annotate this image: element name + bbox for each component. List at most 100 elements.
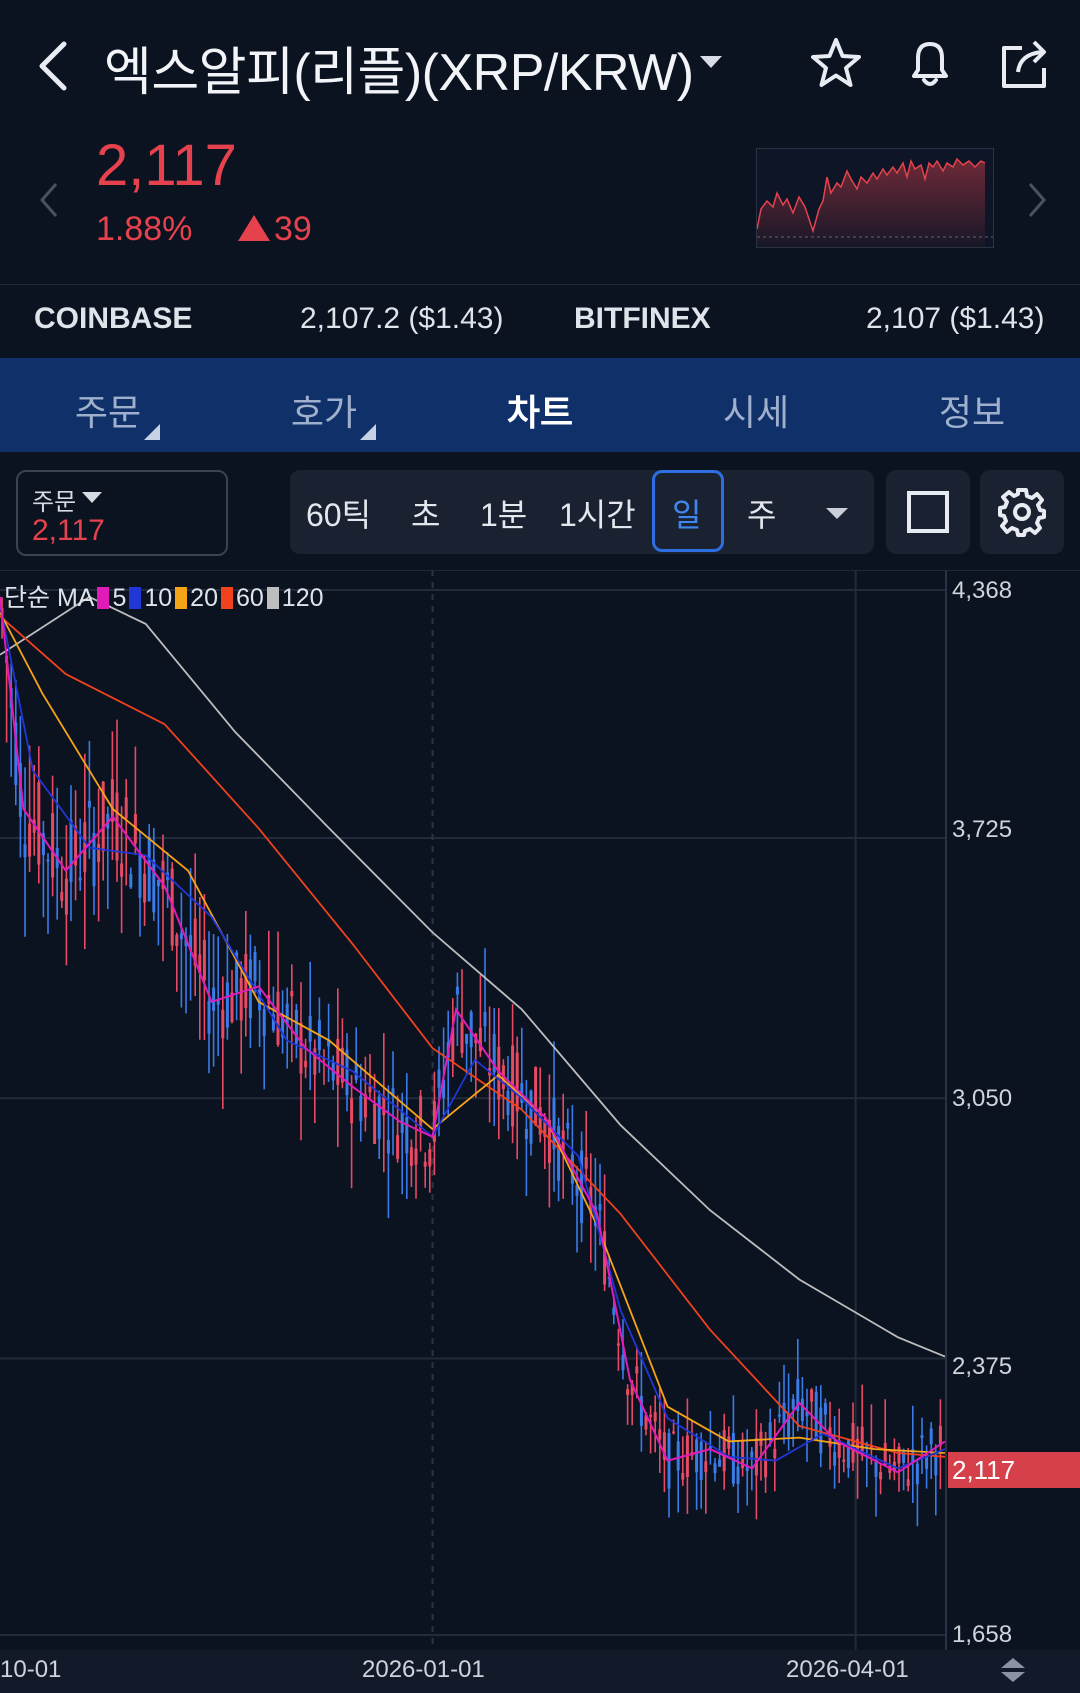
timeframe-second[interactable]: 초 bbox=[411, 497, 441, 533]
ma120-line bbox=[0, 595, 946, 1358]
chevron-left-icon bbox=[39, 41, 67, 91]
timeframe-day[interactable]: 일 bbox=[672, 497, 702, 533]
tab-orderbook[interactable]: 호가 bbox=[290, 392, 358, 433]
price-chart[interactable] bbox=[0, 570, 1080, 1693]
next-coin-button[interactable] bbox=[1022, 180, 1052, 220]
timeframe-selector bbox=[290, 470, 874, 554]
timeframe-1hour[interactable]: 1시간 bbox=[559, 497, 636, 533]
candle-body bbox=[253, 952, 257, 982]
candle-body bbox=[704, 1461, 708, 1473]
chart-settings-button[interactable] bbox=[980, 470, 1064, 554]
candle-body bbox=[791, 1398, 795, 1410]
candle-body bbox=[290, 990, 294, 997]
candle-body bbox=[110, 779, 114, 822]
ma10-swatch bbox=[129, 587, 142, 609]
alarm-button[interactable] bbox=[900, 34, 960, 94]
candle-body bbox=[350, 1098, 354, 1124]
favorite-button[interactable] bbox=[806, 34, 866, 94]
candle-body bbox=[883, 1442, 887, 1466]
candle-body bbox=[745, 1465, 749, 1472]
candle-body bbox=[377, 1096, 381, 1140]
order-dropdown[interactable] bbox=[16, 470, 228, 556]
candle-body bbox=[212, 987, 216, 1011]
candle-body bbox=[179, 933, 183, 940]
candle-body bbox=[271, 1014, 275, 1031]
change-amount-value: 39 bbox=[274, 210, 312, 248]
candle-body bbox=[630, 1383, 634, 1396]
candle-body bbox=[621, 1354, 625, 1371]
mini-sparkline[interactable] bbox=[756, 148, 994, 248]
order-dropdown-label: 주문 bbox=[32, 489, 77, 516]
candle-body bbox=[120, 863, 124, 877]
candle-body bbox=[612, 1307, 616, 1316]
candle-body bbox=[138, 853, 142, 898]
candle-body bbox=[727, 1436, 731, 1449]
candle-body bbox=[244, 953, 248, 1009]
ma-legend: 단순 MA 5 10 20 60 120 bbox=[4, 578, 324, 614]
candle-body bbox=[115, 792, 119, 861]
candle-body bbox=[879, 1472, 883, 1480]
candle-body bbox=[262, 1008, 266, 1037]
candle-body bbox=[543, 1119, 547, 1137]
timeframe-week[interactable]: 주 bbox=[747, 497, 777, 533]
candle-body bbox=[161, 860, 165, 889]
candle-body bbox=[386, 1140, 390, 1154]
candle-body bbox=[764, 1458, 768, 1478]
candle-body bbox=[681, 1473, 685, 1480]
change-amount: 39 bbox=[238, 210, 312, 249]
tab-order[interactable]: 주문 bbox=[74, 392, 142, 433]
candle-body bbox=[74, 825, 78, 866]
candle-body bbox=[851, 1422, 855, 1463]
up-triangle-icon bbox=[238, 215, 270, 241]
candle-body bbox=[363, 1094, 367, 1118]
star-icon bbox=[811, 38, 861, 87]
candle-body bbox=[814, 1391, 818, 1440]
candle-body bbox=[64, 878, 68, 915]
tab-chart[interactable]: 차트 bbox=[506, 392, 574, 433]
prev-coin-button[interactable] bbox=[34, 180, 64, 220]
candle-body bbox=[336, 1039, 340, 1085]
back-button[interactable] bbox=[34, 36, 74, 96]
candle-body bbox=[598, 1204, 602, 1211]
candle-body bbox=[83, 822, 87, 872]
candle-body bbox=[101, 781, 105, 852]
candle-body bbox=[207, 1000, 211, 1034]
candle-body bbox=[796, 1379, 800, 1411]
change-percent: 1.88% bbox=[96, 210, 193, 248]
timeframe-1min[interactable]: 1분 bbox=[480, 497, 528, 533]
timeframe-more-caret-icon[interactable] bbox=[826, 508, 848, 519]
tab-info[interactable]: 정보 bbox=[938, 392, 1006, 433]
candle-body bbox=[428, 1149, 432, 1167]
candle-body bbox=[768, 1422, 772, 1440]
candle-body bbox=[888, 1465, 892, 1473]
candle-body bbox=[382, 1095, 386, 1116]
candle-body bbox=[414, 1148, 418, 1165]
ma20-label: 20 bbox=[190, 584, 218, 612]
share-button[interactable] bbox=[996, 34, 1056, 94]
candle-body bbox=[97, 843, 101, 862]
scale-toggle[interactable] bbox=[998, 1656, 1028, 1684]
ma5-label: 5 bbox=[112, 584, 127, 612]
chevron-down-icon[interactable] bbox=[700, 56, 722, 68]
y-tick-label: 2,375 bbox=[952, 1353, 1013, 1380]
candle-body bbox=[515, 1052, 519, 1112]
candle-body bbox=[78, 877, 82, 881]
chart-type-button[interactable] bbox=[886, 470, 970, 554]
candle-body bbox=[773, 1448, 777, 1459]
current-price-tag bbox=[948, 1452, 1080, 1488]
ma60-label: 60 bbox=[235, 584, 264, 612]
candle-body bbox=[685, 1435, 689, 1478]
chart-grid bbox=[0, 570, 1080, 1693]
candle-body bbox=[354, 1063, 358, 1080]
ma60-swatch bbox=[220, 587, 233, 609]
timeframe-selected-outline bbox=[652, 470, 724, 552]
candle-body bbox=[14, 722, 18, 785]
page-title[interactable]: 엑스알피(리플)(XRP/KRW) bbox=[104, 44, 694, 102]
tab-quotes[interactable]: 시세 bbox=[722, 392, 790, 433]
candle-body bbox=[722, 1430, 726, 1472]
candle-body bbox=[741, 1440, 745, 1469]
candle-body bbox=[934, 1456, 938, 1476]
candle-body bbox=[782, 1402, 786, 1424]
timeframe-60tick[interactable]: 60틱 bbox=[306, 497, 372, 533]
candle-body bbox=[239, 977, 243, 1021]
